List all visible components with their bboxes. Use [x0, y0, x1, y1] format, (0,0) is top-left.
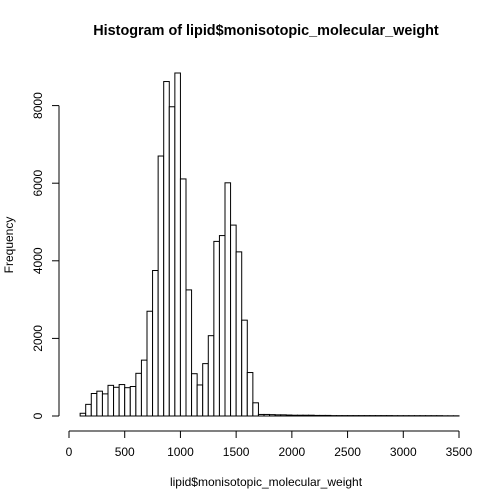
histogram-bar [208, 336, 214, 416]
histogram-bar [130, 387, 136, 416]
chart-title: Histogram of lipid$monisotopic_molecular… [93, 23, 439, 39]
histogram-bar [108, 385, 114, 416]
x-tick-label: 1000 [167, 445, 194, 459]
histogram-bar [219, 236, 225, 416]
histogram-bar [102, 394, 108, 416]
y-tick-label: 4000 [31, 247, 45, 274]
histogram-bar [164, 82, 170, 416]
histogram-bar [97, 391, 103, 416]
histogram-bar [180, 179, 186, 416]
histogram-bar [264, 414, 270, 416]
histogram-bar [281, 415, 287, 416]
x-tick-label: 0 [66, 445, 73, 459]
histogram-bar [214, 241, 220, 416]
histogram-bar [258, 414, 264, 416]
histogram-bar [325, 415, 331, 416]
histogram-bar [225, 183, 231, 416]
histogram-bar [253, 403, 259, 416]
histogram-bar [125, 388, 131, 416]
histogram-bar [292, 415, 298, 416]
x-tick-label: 1500 [223, 445, 250, 459]
histogram-bar [80, 413, 86, 416]
x-tick-label: 500 [115, 445, 135, 459]
y-tick-label: 0 [31, 412, 45, 419]
x-tick-label: 2000 [279, 445, 306, 459]
bars-group [80, 73, 459, 416]
histogram-bar [136, 373, 142, 416]
histogram-bar [203, 364, 209, 416]
histogram-bar [231, 225, 237, 416]
y-axis: 0 2000 4000 6000 8000 [31, 92, 59, 419]
x-tick-label: 3500 [446, 445, 473, 459]
histogram-bar [309, 415, 315, 416]
histogram-bar [242, 320, 248, 416]
histogram-bar [197, 385, 203, 416]
histogram-bar [158, 156, 164, 416]
histogram-bar [275, 415, 281, 416]
histogram-bar [314, 415, 320, 416]
y-tick-label: 2000 [31, 325, 45, 352]
histogram-bar [286, 415, 292, 416]
histogram-bar [147, 311, 153, 416]
histogram-bar [175, 73, 181, 416]
histogram-bar [141, 360, 147, 416]
x-tick-label: 2500 [334, 445, 361, 459]
histogram-bar [320, 415, 326, 416]
y-axis-label: Frequency [2, 217, 16, 274]
y-tick-label: 6000 [31, 170, 45, 197]
x-tick-label: 3000 [390, 445, 417, 459]
histogram-bar [86, 404, 92, 416]
histogram-bar [114, 387, 120, 416]
histogram-bar [297, 415, 303, 416]
histogram-bar [186, 290, 192, 416]
x-axis: 0 500 1000 1500 2000 2500 3000 3500 [66, 431, 473, 459]
histogram-bar [236, 252, 242, 416]
y-tick-label: 8000 [31, 92, 45, 119]
histogram-bar [153, 271, 159, 417]
histogram-bar [247, 373, 253, 416]
histogram-bar [270, 415, 276, 416]
histogram-bar [303, 415, 309, 416]
histogram-bar [169, 107, 175, 416]
histogram-bar [192, 374, 198, 416]
histogram-bar [91, 394, 97, 417]
x-axis-label: lipid$monisotopic_molecular_weight [170, 475, 363, 489]
histogram-bar [119, 385, 125, 416]
